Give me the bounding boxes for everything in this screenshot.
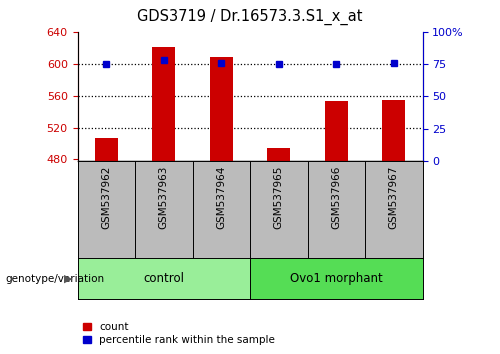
Bar [325,101,348,161]
Text: ▶: ▶ [64,274,72,284]
Text: genotype/variation: genotype/variation [5,274,104,284]
Bar [210,57,233,161]
Bar [152,47,176,161]
Legend: count, percentile rank within the sample: count, percentile rank within the sample [82,322,275,345]
Text: control: control [144,272,184,285]
Text: GSM537966: GSM537966 [331,166,341,229]
Text: GSM537967: GSM537967 [389,166,399,229]
Text: Ovo1 morphant: Ovo1 morphant [290,272,382,285]
Bar [95,138,118,161]
Bar [382,101,405,161]
Text: GDS3719 / Dr.16573.3.S1_x_at: GDS3719 / Dr.16573.3.S1_x_at [137,9,363,25]
Bar [267,148,290,161]
Text: GSM537964: GSM537964 [216,166,226,229]
Text: GSM537963: GSM537963 [159,166,169,229]
Text: GSM537962: GSM537962 [101,166,111,229]
Text: GSM537965: GSM537965 [274,166,284,229]
